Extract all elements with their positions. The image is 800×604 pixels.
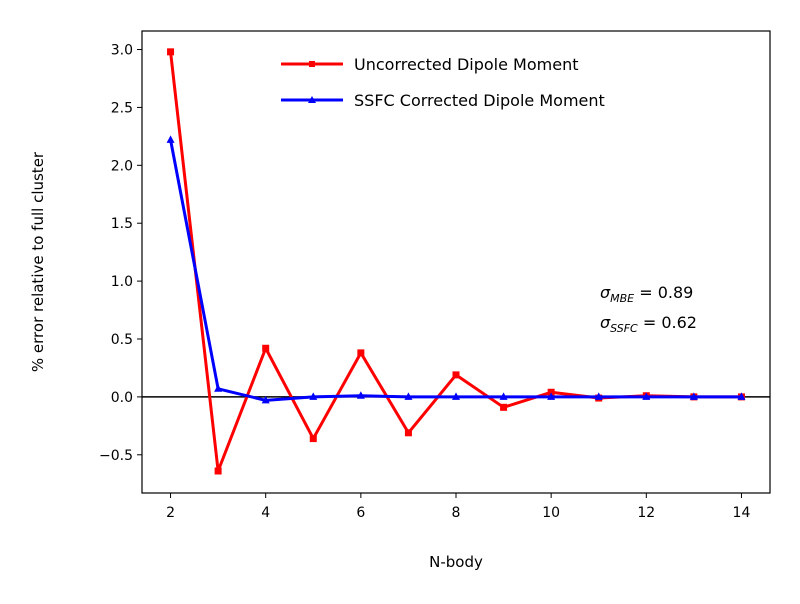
series-0-point-5 [404, 429, 412, 437]
x-tick-label-0: 2 [166, 505, 175, 521]
series-1-point-10 [642, 392, 651, 400]
legend-marker-ssfc [308, 96, 316, 103]
y-tick-label-3: 1.0 [111, 274, 133, 290]
sigma-ssfc-annotation: σSSFC = 0.62 [600, 313, 697, 335]
series-0-point-2 [262, 344, 270, 352]
series-1-point-4 [356, 391, 365, 399]
y-tick-label-6: 2.5 [111, 100, 133, 116]
series-1-point-7 [499, 392, 508, 400]
x-tick-label-6: 14 [733, 505, 751, 521]
sigma-annotations: σMBE = 0.89 σSSFC = 0.62 [600, 283, 697, 335]
axes-layer: 2 4 6 8 10 12 14 −0.5 0.0 0.5 1.0 1.5 2.0 2.5 3.0 [99, 30, 771, 521]
x-axis-label: N-body [429, 553, 483, 571]
series-1-point-9 [594, 392, 603, 400]
y-tick-label-4: 1.5 [111, 216, 133, 232]
series-0-point-0 [167, 48, 175, 56]
series-0-point-1 [214, 467, 222, 475]
series-1-point-1 [214, 384, 223, 392]
series-0-point-7 [500, 403, 508, 411]
y-tick-label-5: 2.0 [111, 158, 133, 174]
y-tick-label-2: 0.5 [111, 332, 133, 348]
series-0-point-3 [309, 435, 317, 443]
legend-label-uncorrected: Uncorrected Dipole Moment [354, 55, 578, 74]
legend: Uncorrected Dipole Moment SSFC Corrected… [281, 55, 605, 110]
y-tick-label-1: 0.0 [111, 390, 133, 406]
x-tick-label-1: 4 [261, 505, 270, 521]
series-1-point-11 [689, 392, 698, 400]
y-tick-label-0: −0.5 [99, 448, 133, 464]
series-1-point-2 [261, 395, 270, 404]
series-1-point-8 [547, 392, 556, 400]
legend-label-ssfc: SSFC Corrected Dipole Moment [354, 91, 605, 110]
series-1-point-6 [452, 392, 460, 400]
series-0-point-4 [357, 349, 365, 357]
series-0-point-6 [452, 371, 460, 379]
series-1-point-12 [737, 392, 746, 400]
y-tick-label-7: 3.0 [111, 43, 133, 59]
series-1-point-3 [309, 392, 318, 400]
x-tick-label-3: 8 [452, 505, 461, 521]
plot-layer [142, 48, 770, 475]
series-1-point-0 [166, 135, 175, 143]
sigma-mbe-annotation: σMBE = 0.89 [600, 283, 693, 305]
x-tick-label-2: 6 [356, 505, 365, 521]
series-0-point-8 [547, 388, 555, 396]
legend-marker-uncorrected [309, 61, 315, 67]
x-tick-label-5: 12 [637, 505, 655, 521]
x-tick-label-4: 10 [542, 505, 560, 521]
y-axis-label: % error relative to full cluster [29, 151, 47, 372]
series-1-point-5 [404, 392, 413, 400]
